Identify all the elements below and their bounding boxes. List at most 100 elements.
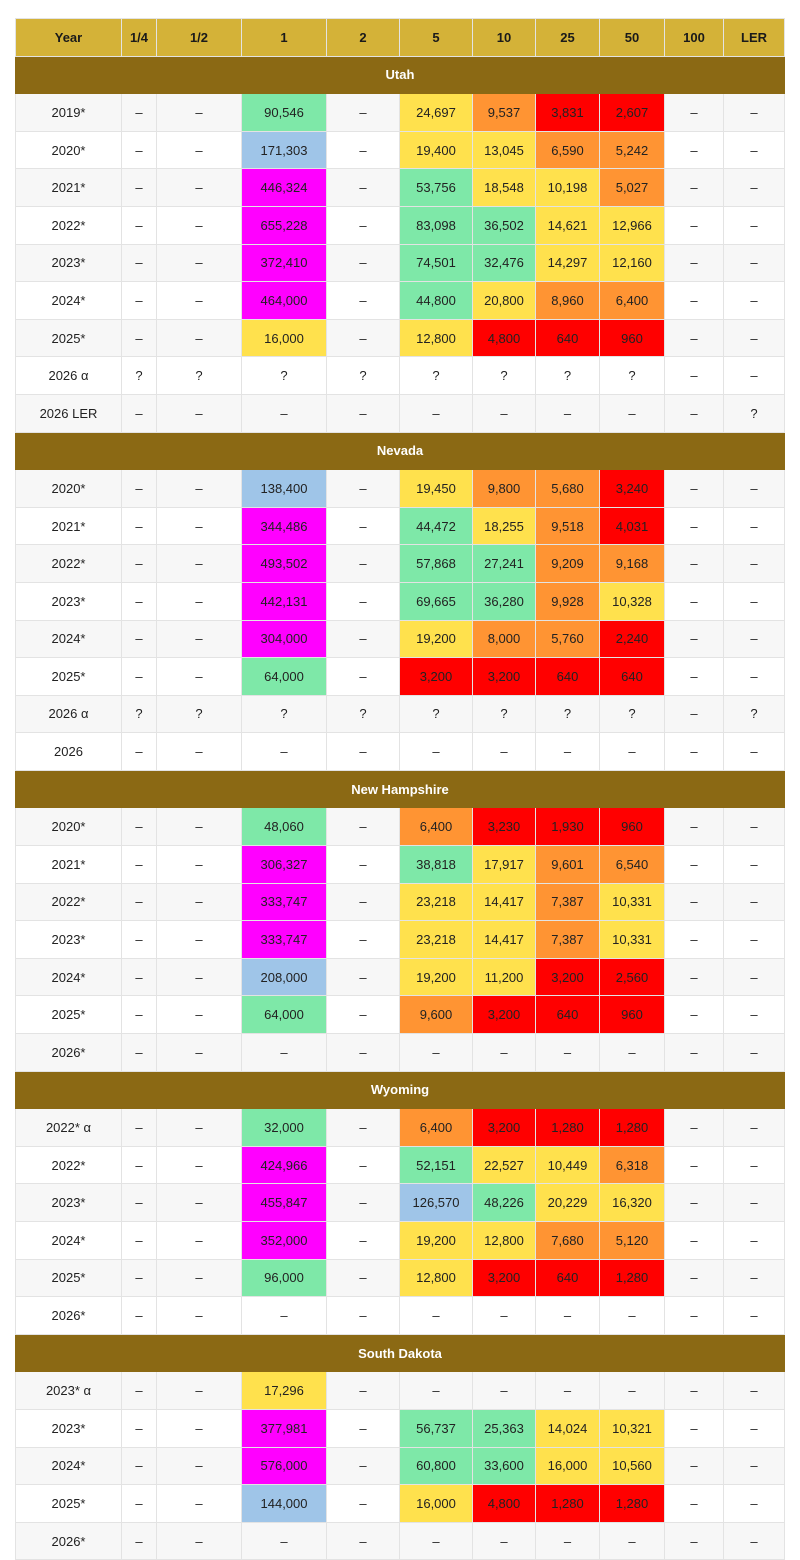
table-row: 2026* – – – – – – – – – – [15, 1296, 785, 1335]
cell-50: 4,031 [599, 506, 665, 546]
cell-25: – [535, 1521, 600, 1560]
table-row: 2026* – – – – – – – – – – [15, 1521, 785, 1560]
cell-5: 12,800 [399, 318, 473, 358]
cell-quarter: – [121, 882, 157, 922]
cell-ler: – [723, 1296, 785, 1335]
cell-ler: – [723, 1183, 785, 1222]
cell-quarter: – [121, 732, 157, 771]
cell-year: 2025* [15, 318, 122, 358]
cell-ler: – [723, 469, 785, 508]
cell-half: – [156, 130, 242, 170]
cell-50: 1,280 [599, 1108, 665, 1147]
cell-100: – [664, 544, 724, 583]
cell-quarter: – [121, 1408, 157, 1448]
cell-year: 2023* [15, 243, 122, 283]
cell-100: – [664, 281, 724, 320]
cell-quarter: – [121, 393, 157, 433]
cell-1: 442,131 [241, 581, 327, 621]
cell-2: – [326, 619, 400, 659]
table-row: 2025* – –16,000–12,800 4,800 640 960– – [15, 318, 785, 358]
cell-half: – [156, 93, 242, 132]
cell-ler: – [723, 544, 785, 583]
cell-5: 19,200 [399, 1221, 473, 1260]
cell-1: 333,747 [241, 920, 327, 959]
cell-half: – [156, 544, 242, 583]
cell-quarter: – [121, 957, 157, 997]
cell-10: 25,363 [472, 1408, 536, 1448]
cell-5: 53,756 [399, 168, 473, 207]
cell-50: 5,242 [599, 130, 665, 170]
cell-25: 3,200 [535, 957, 600, 997]
section-title: Wyoming [15, 1070, 785, 1110]
cell-half: – [156, 1521, 242, 1560]
table-row: 2022* – –333,747–23,218 14,417 7,387 10,331– – [15, 882, 785, 922]
cell-ler: – [723, 845, 785, 884]
cell-ler: – [723, 957, 785, 997]
cell-100: – [664, 1033, 724, 1072]
table-row: 2019* – –90,546–24,697 9,537 3,831 2,607– – [15, 93, 785, 132]
cell-25: 7,387 [535, 920, 600, 959]
cell-10: 36,280 [472, 581, 536, 621]
cell-50: 10,321 [599, 1408, 665, 1448]
cell-25: 640 [535, 657, 600, 696]
cell-half: – [156, 657, 242, 696]
cell-year: 2026 α [15, 356, 122, 395]
cell-10: 22,527 [472, 1145, 536, 1185]
cell-2: – [326, 845, 400, 884]
cell-50: 6,318 [599, 1145, 665, 1185]
section-title: New Hampshire [15, 769, 785, 809]
cell-ler: – [723, 93, 785, 132]
cell-year: 2022* α [15, 1108, 122, 1147]
table-header: Year 1/4 1/2 1 2 5 10 25 50 100 LER [15, 18, 785, 57]
cell-25: 1,930 [535, 807, 600, 847]
cell-5: 44,800 [399, 281, 473, 320]
cell-quarter: ? [121, 356, 157, 395]
cell-quarter: – [121, 130, 157, 170]
cell-quarter: – [121, 657, 157, 696]
cell-50: 3,240 [599, 469, 665, 508]
cell-10: 9,800 [472, 469, 536, 508]
cell-100: – [664, 619, 724, 659]
cell-50: 1,280 [599, 1258, 665, 1298]
cell-year: 2024* [15, 957, 122, 997]
cell-10: – [472, 1371, 536, 1410]
cell-ler: – [723, 205, 785, 245]
cell-50: 5,027 [599, 168, 665, 207]
cell-ler: – [723, 1484, 785, 1523]
cell-2: – [326, 1221, 400, 1260]
cell-1: 446,324 [241, 168, 327, 207]
cell-year: 2021* [15, 506, 122, 546]
cell-100: – [664, 1371, 724, 1410]
cell-25: 14,297 [535, 243, 600, 283]
cell-25: 9,928 [535, 581, 600, 621]
cell-25: 9,601 [535, 845, 600, 884]
cell-ler: – [723, 920, 785, 959]
cell-year: 2022* [15, 882, 122, 922]
cell-half: – [156, 1408, 242, 1448]
cell-50: 2,560 [599, 957, 665, 997]
cell-quarter: – [121, 1484, 157, 1523]
cell-year: 2026 α [15, 694, 122, 734]
cell-5: 6,400 [399, 1108, 473, 1147]
cell-2: – [326, 1484, 400, 1523]
column-header-5: 5 [399, 18, 473, 57]
column-header-1: 1 [241, 18, 327, 57]
table-row: 2025* – –96,000–12,800 3,200 640 1,280– – [15, 1258, 785, 1298]
cell-half: – [156, 1371, 242, 1410]
cell-10: 14,417 [472, 920, 536, 959]
cell-2: – [326, 657, 400, 696]
cell-50: 10,331 [599, 920, 665, 959]
cell-100: – [664, 882, 724, 922]
column-header-10: 10 [472, 18, 536, 57]
cell-1: 90,546 [241, 93, 327, 132]
cell-25: 6,590 [535, 130, 600, 170]
cell-1: 655,228 [241, 205, 327, 245]
cell-50: 12,160 [599, 243, 665, 283]
cell-5: 60,800 [399, 1446, 473, 1486]
table-row: 2020* – –48,060–6,400 3,230 1,930 960– – [15, 807, 785, 847]
table-row: 2020* – –171,303–19,400 13,045 6,590 5,242– – [15, 130, 785, 170]
cell-100: – [664, 93, 724, 132]
cell-2: – [326, 506, 400, 546]
cell-quarter: ? [121, 694, 157, 734]
section-header-row: Utah [15, 55, 785, 95]
